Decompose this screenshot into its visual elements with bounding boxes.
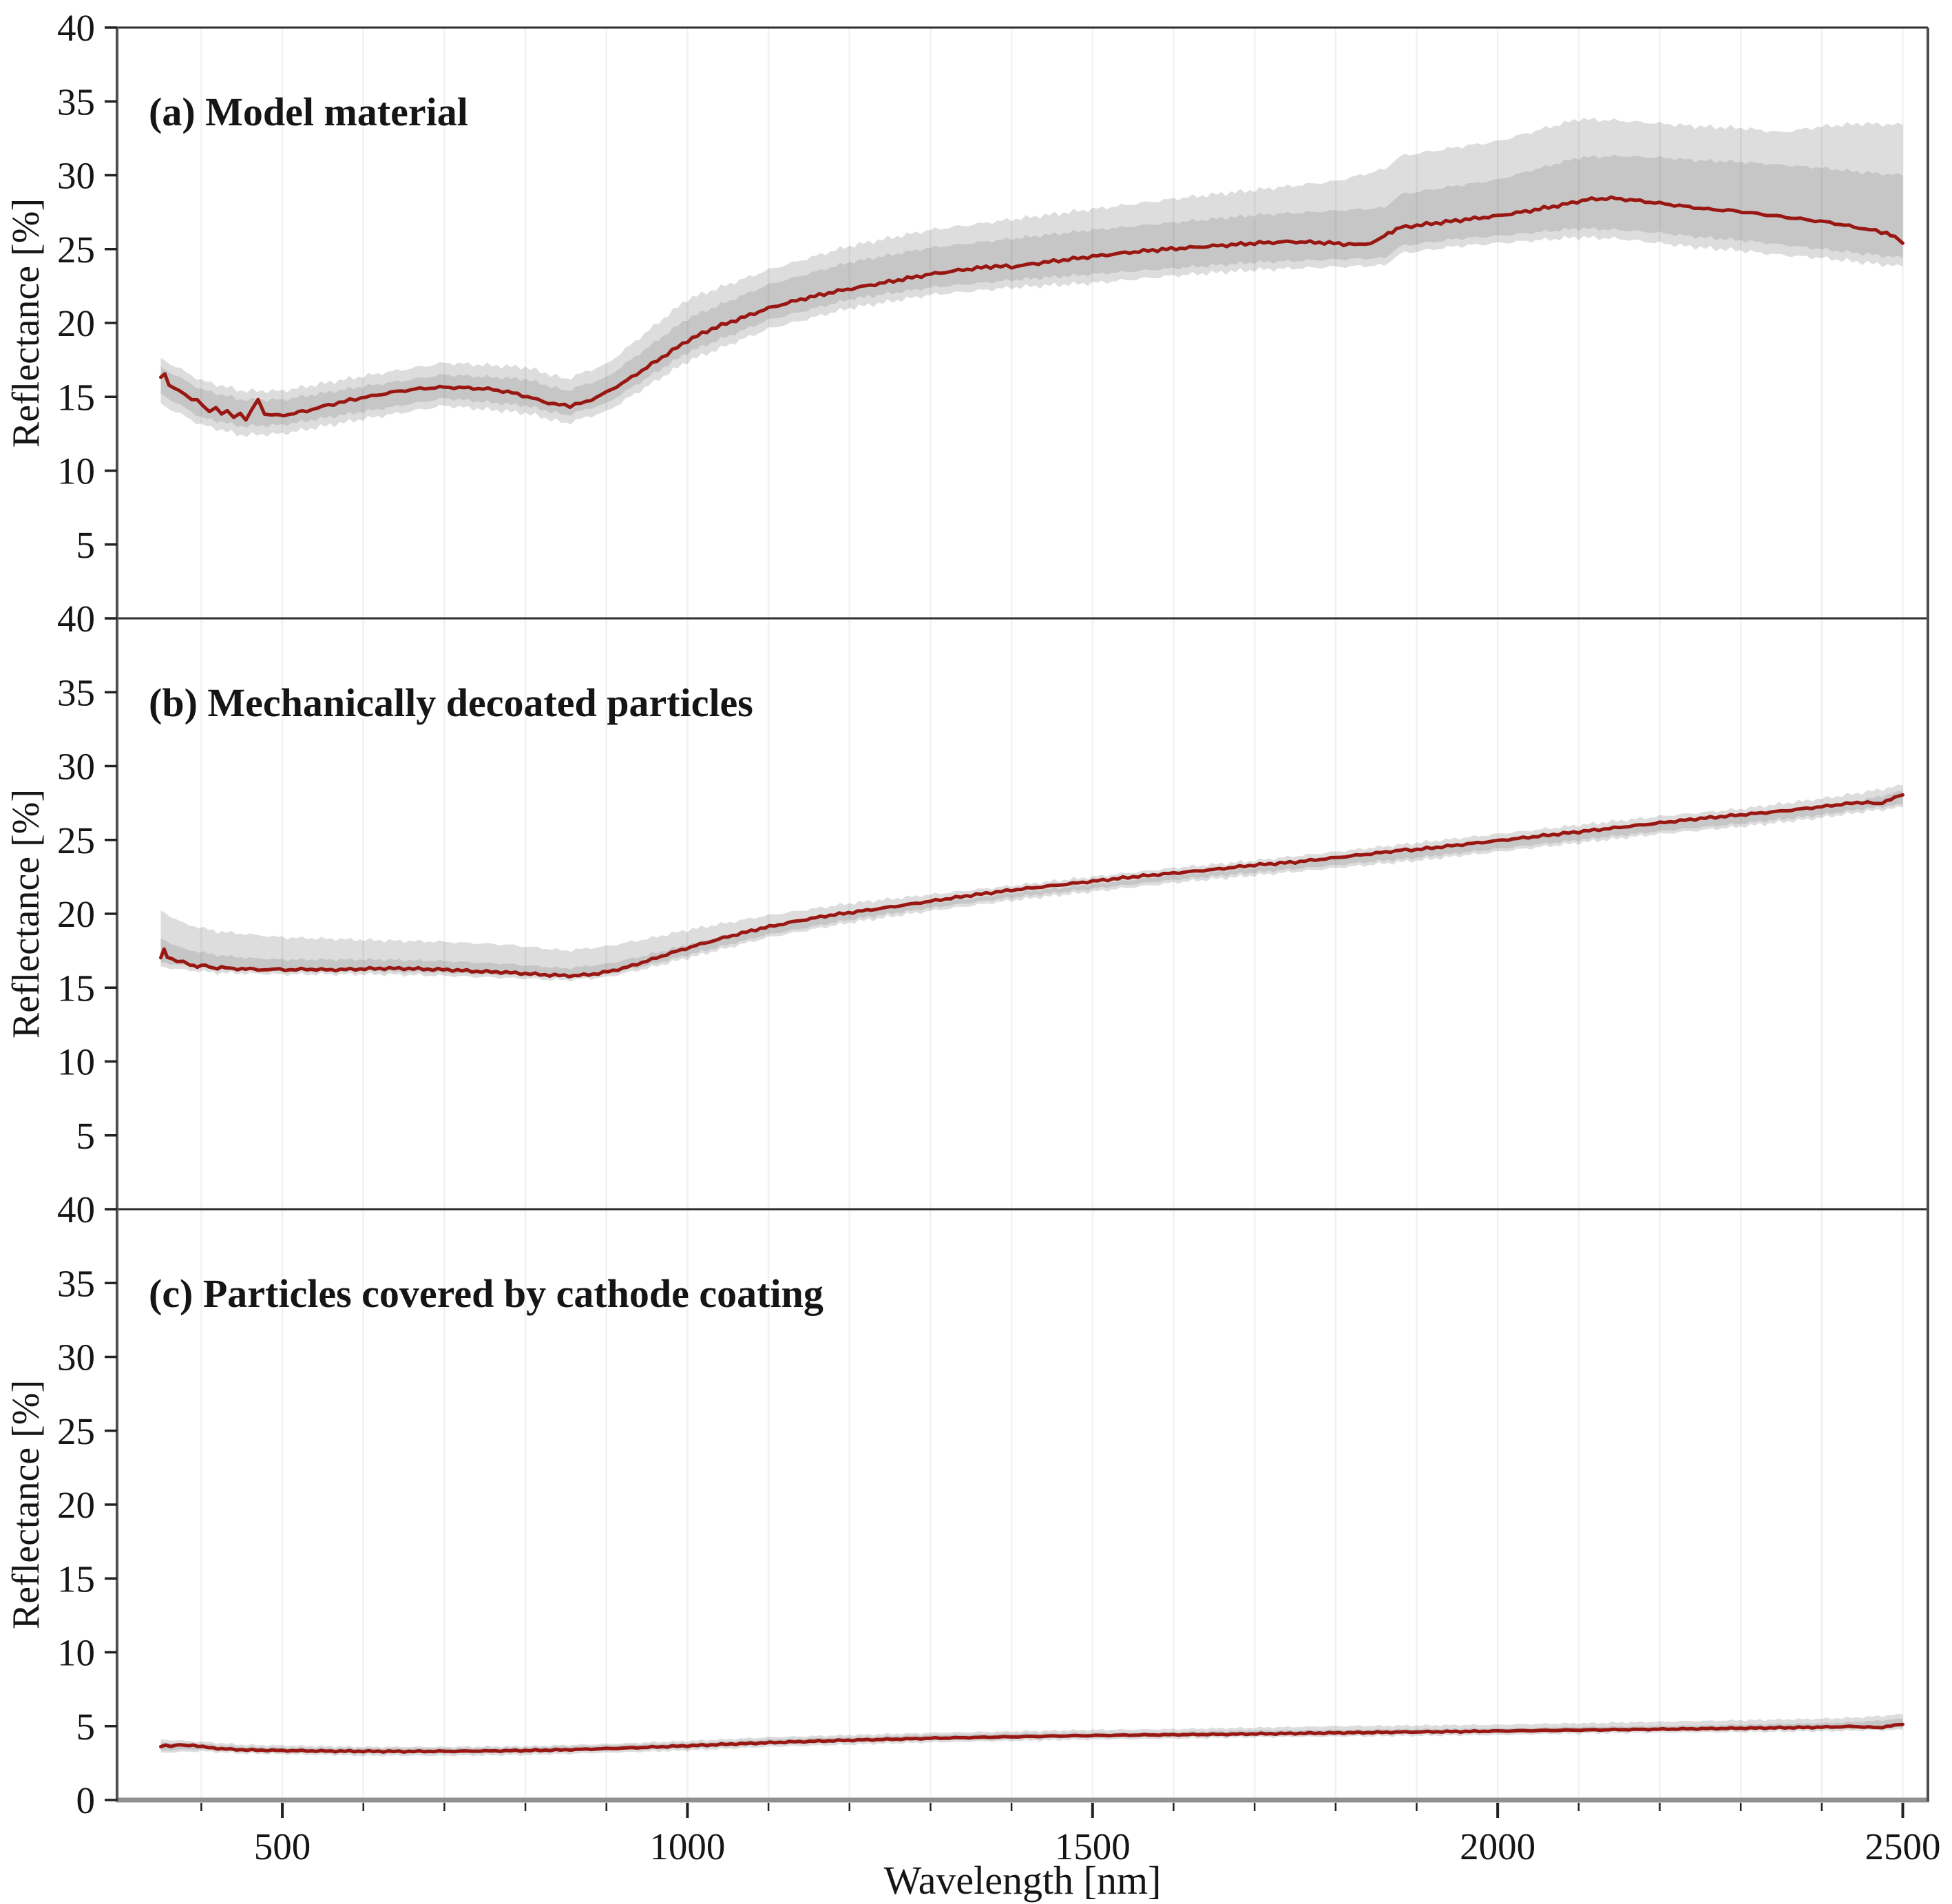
panel-b-bands: [160, 784, 1903, 982]
panel-c-axis: 40 35 30 25 20 15 10 5 0 (c) Particles covered by…: [5, 1189, 823, 1821]
y-axis-label-c: Reflectance [%]: [5, 1380, 48, 1629]
y-tick-label: 5: [76, 1706, 96, 1748]
y-tick-label: 10: [57, 1632, 95, 1674]
y-tick-label: 5: [76, 524, 96, 566]
y-tick-label: 35: [57, 1262, 95, 1304]
panel-title-b: (b) Mechanically decoated particles: [149, 680, 753, 725]
y-tick-label: 35: [57, 81, 95, 123]
y-tick-label: 5: [76, 1115, 96, 1157]
spines: [116, 26, 1929, 1803]
x-axis-label: Wavelength [nm]: [884, 1858, 1162, 1903]
y-tick-label: 10: [57, 1041, 95, 1083]
gridlines: [200, 28, 1904, 1800]
y-tick-label: 40: [57, 598, 95, 640]
y-axis-label-b: Reflectance [%]: [5, 789, 48, 1038]
y-tick-label: 10: [57, 450, 95, 492]
y-tick-label: 35: [57, 671, 95, 713]
y-tick-label: 25: [57, 1410, 95, 1452]
panel-a-axis: 40 35 30 25 20 15 10 5 (a) Model material Reflect…: [5, 7, 468, 566]
mean-reflectance-line-b: [159, 793, 1904, 979]
panel-title-a: (a) Model material: [149, 90, 468, 134]
y-tick-label: 40: [57, 7, 95, 49]
y-tick-label: 30: [57, 1337, 95, 1379]
x-tick-label: 1000: [649, 1825, 725, 1868]
x-tick-label: 2500: [1865, 1825, 1941, 1868]
panel-a-bands: [160, 117, 1903, 437]
y-tick-label: 30: [57, 155, 95, 197]
panel-title-c: (c) Particles covered by cathode coating: [149, 1271, 823, 1316]
y-tick-label: 25: [57, 819, 95, 861]
mean-reflectance-line-a: [159, 195, 1904, 422]
uncertainty-band-inner: [160, 154, 1903, 428]
y-tick-label: 15: [57, 967, 95, 1009]
x-tick-label: 2000: [1460, 1825, 1535, 1868]
uncertainty-band-outer: [160, 784, 1903, 982]
x-tick-label: 1500: [1055, 1825, 1131, 1868]
y-tick-label: 30: [57, 746, 95, 788]
x-axis-ticks: 500 1000 1500 2000 2500: [200, 1803, 1941, 1868]
mean-reflectance-line-c: [159, 1722, 1904, 1754]
y-tick-label: 20: [57, 1484, 95, 1526]
y-tick-label: 0: [76, 1779, 96, 1821]
y-tick-label: 40: [57, 1189, 95, 1231]
y-tick-label: 20: [57, 893, 95, 935]
y-tick-label: 20: [57, 302, 95, 344]
y-axis-label-a: Reflectance [%]: [5, 198, 48, 448]
panel-b-axis: 40 35 30 25 20 15 10 5 (b) Mechanically decoated…: [5, 598, 753, 1157]
y-tick-label: 15: [57, 376, 95, 418]
y-tick-label: 25: [57, 229, 95, 271]
y-tick-label: 15: [57, 1558, 95, 1600]
x-tick-label: 500: [254, 1825, 311, 1868]
